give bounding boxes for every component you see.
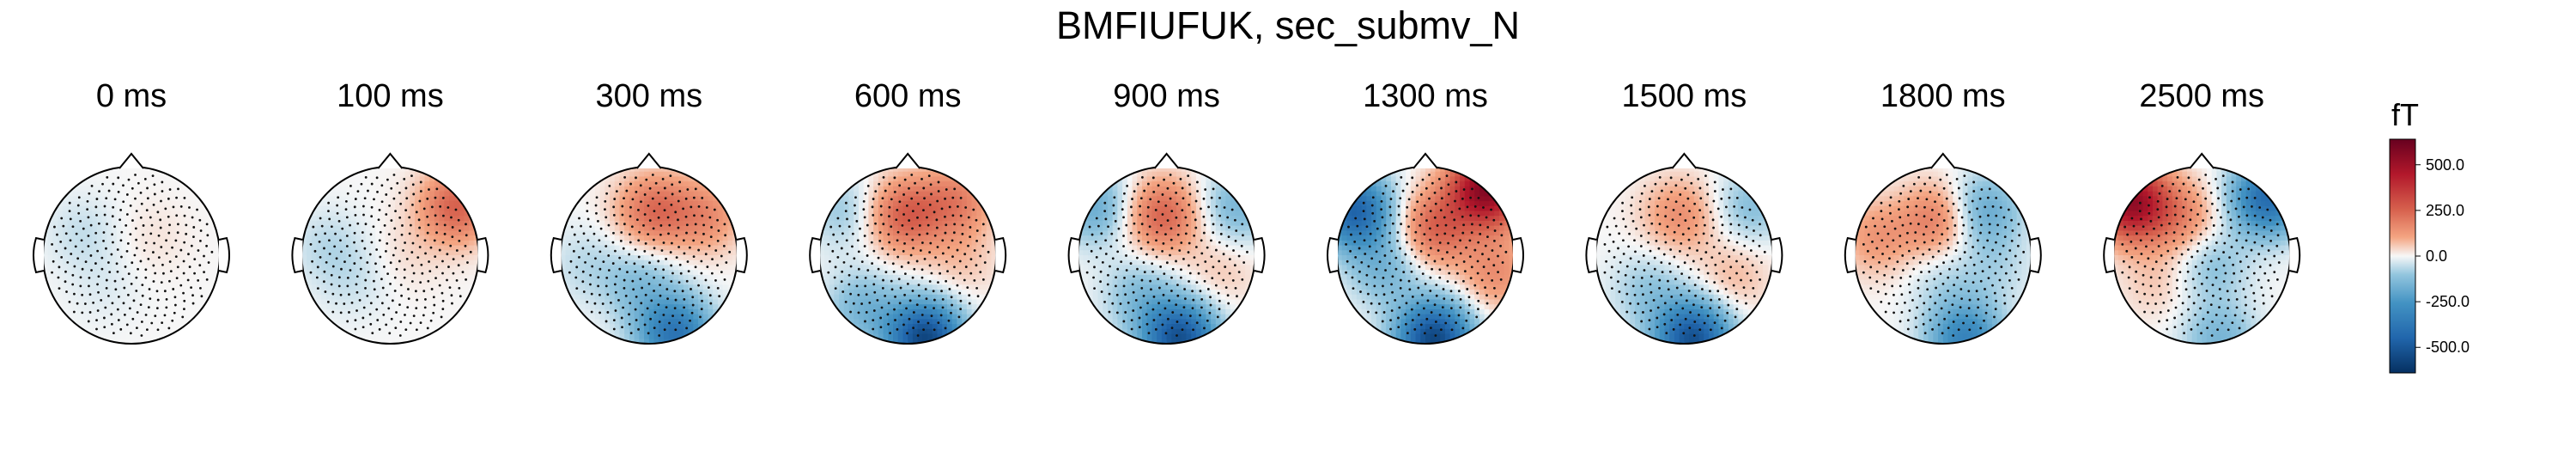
topomap-2 (550, 152, 748, 345)
colorbar-tick-label: 500.0 (2426, 156, 2465, 174)
topomap-7 (1844, 152, 2042, 345)
panel-title: 900 ms (1113, 78, 1220, 114)
topomap-heatmap (560, 167, 738, 344)
colorbar-tick-label: -500.0 (2426, 339, 2470, 357)
sensor-dots (1862, 174, 2026, 337)
colorbar (2389, 138, 2416, 374)
sensor-dots (51, 174, 214, 337)
nose (636, 152, 662, 169)
colorbar-unit-label: fT (2391, 97, 2419, 132)
panel-title: 1300 ms (1363, 78, 1488, 114)
topomap-4 (1067, 152, 1266, 345)
right-ear (218, 236, 230, 274)
nose (1413, 152, 1438, 169)
sensor-dots (568, 174, 732, 337)
right-ear (994, 236, 1007, 274)
nose (1153, 152, 1180, 169)
left-ear (1585, 236, 1597, 274)
panel-title: 1500 ms (1621, 78, 1747, 114)
left-ear (33, 236, 45, 274)
right-ear (736, 236, 748, 274)
panel-title: 2500 ms (2139, 78, 2265, 114)
colorbar-tick-label: 250.0 (2426, 201, 2465, 219)
left-ear (550, 236, 562, 274)
panel-title: 300 ms (595, 78, 703, 114)
nose (118, 152, 144, 169)
left-ear (2103, 236, 2115, 274)
topomap-3 (809, 152, 1007, 345)
nose (895, 152, 920, 169)
right-ear (1512, 236, 1524, 274)
topomap-8 (2103, 152, 2301, 345)
left-ear (1327, 236, 1339, 274)
right-ear (2288, 236, 2301, 274)
sensor-dots (2121, 174, 2284, 337)
nose (1671, 152, 1698, 169)
topomap-heatmap (1595, 167, 1773, 344)
nose (1930, 152, 1956, 169)
sensor-dots (309, 174, 472, 337)
sensor-dots (827, 174, 990, 337)
panel-title: 600 ms (854, 78, 962, 114)
sensor-dots (1603, 174, 1766, 337)
colorbar-tick-label: -250.0 (2426, 293, 2470, 311)
left-ear (1067, 236, 1079, 274)
figure-title: BMFIUFUK, sec_submv_N (1055, 3, 1521, 47)
nose (377, 152, 404, 169)
panel-title: 100 ms (337, 78, 444, 114)
right-ear (477, 236, 489, 274)
colorbar-tick-label: 0.0 (2426, 247, 2448, 265)
left-ear (291, 236, 303, 274)
topomap-1 (291, 152, 489, 345)
panel-title: 1800 ms (1880, 78, 2006, 114)
right-ear (2030, 236, 2042, 274)
sensor-dots (1345, 174, 1508, 337)
right-ear (1254, 236, 1266, 274)
left-ear (809, 236, 821, 274)
left-ear (1844, 236, 1856, 274)
sensor-dots (1085, 174, 1249, 337)
right-ear (1771, 236, 1783, 274)
topomap-5 (1327, 152, 1524, 345)
topomap-0 (33, 152, 230, 345)
topomap-6 (1585, 152, 1783, 345)
panel-title: 0 ms (95, 78, 167, 114)
nose (2189, 152, 2215, 169)
